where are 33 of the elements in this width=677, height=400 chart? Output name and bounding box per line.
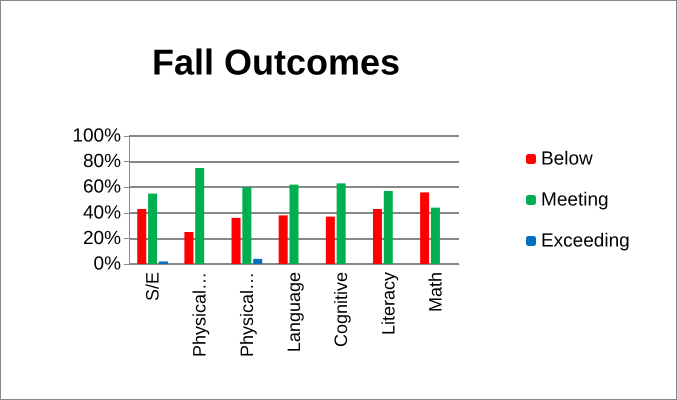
y-tick-label: 100% <box>72 126 122 146</box>
bar <box>158 261 168 264</box>
bar <box>137 208 146 264</box>
x-tick-label: S/E <box>142 272 163 302</box>
x-tick-label: Math <box>425 272 446 312</box>
bar <box>232 218 241 264</box>
bar <box>184 232 194 264</box>
x-tick-label: Physical… <box>236 272 257 358</box>
bar <box>384 191 393 264</box>
legend-label: Meeting <box>541 190 609 210</box>
bar <box>289 184 299 264</box>
y-tick-label: 0% <box>94 254 122 274</box>
bar <box>242 187 252 264</box>
legend-label: Below <box>541 148 594 170</box>
bar <box>372 208 382 264</box>
chart-title: Fall Outcomes <box>152 42 400 82</box>
bar <box>336 183 346 264</box>
y-tick-label: 40% <box>82 202 122 224</box>
y-tick-label: 60% <box>82 176 122 198</box>
bar <box>430 208 440 264</box>
bar <box>420 192 430 264</box>
bar <box>278 215 288 264</box>
y-tick-label: 20% <box>82 228 122 249</box>
legend-label: Exceeding <box>541 230 630 252</box>
bar <box>253 258 262 264</box>
x-tick-label: Literacy <box>378 272 398 336</box>
y-tick-label: 80% <box>82 151 122 172</box>
x-tick-label: Language <box>284 272 304 352</box>
bar <box>148 194 158 264</box>
x-tick-label: Physical… <box>190 272 210 358</box>
x-tick-label: Cognitive <box>331 272 352 348</box>
bar <box>195 168 204 264</box>
bar <box>326 216 335 264</box>
